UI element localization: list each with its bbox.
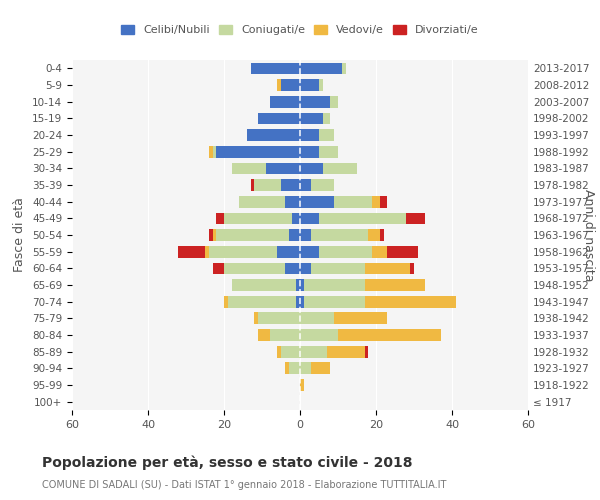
Bar: [212, 229, 217, 241]
Bar: [304, 279, 365, 291]
Bar: [365, 346, 368, 358]
Legend: Celibi/Nubili, Coniugati/e, Vedovi/e, Divorziati/e: Celibi/Nubili, Coniugati/e, Vedovi/e, Di…: [117, 20, 483, 40]
Text: COMUNE DI SADALI (SU) - Dati ISTAT 1° gennaio 2018 - Elaborazione TUTTITALIA.IT: COMUNE DI SADALI (SU) - Dati ISTAT 1° ge…: [42, 480, 446, 490]
Bar: [217, 146, 300, 158]
Bar: [334, 196, 372, 207]
Bar: [258, 112, 300, 124]
Bar: [269, 96, 300, 108]
Bar: [300, 346, 326, 358]
Bar: [334, 312, 388, 324]
Text: Popolazione per età, sesso e stato civile - 2018: Popolazione per età, sesso e stato civil…: [42, 455, 413, 469]
Bar: [300, 229, 311, 241]
Bar: [311, 179, 334, 191]
Bar: [251, 62, 300, 74]
Bar: [212, 146, 217, 158]
Bar: [269, 329, 300, 341]
Bar: [319, 79, 323, 91]
Bar: [281, 346, 300, 358]
Bar: [338, 329, 440, 341]
Bar: [217, 229, 289, 241]
Bar: [178, 246, 205, 258]
Bar: [209, 229, 212, 241]
Bar: [323, 162, 357, 174]
Bar: [319, 212, 406, 224]
Bar: [296, 279, 300, 291]
Bar: [323, 112, 331, 124]
Bar: [300, 262, 311, 274]
Bar: [300, 362, 311, 374]
Bar: [368, 229, 380, 241]
Bar: [281, 79, 300, 91]
Bar: [319, 129, 334, 141]
Bar: [326, 346, 365, 358]
Bar: [372, 196, 380, 207]
Bar: [380, 229, 383, 241]
Bar: [224, 212, 292, 224]
Bar: [258, 329, 269, 341]
Bar: [300, 212, 319, 224]
Bar: [365, 262, 410, 274]
Bar: [410, 262, 414, 274]
Bar: [380, 196, 388, 207]
Bar: [300, 379, 304, 391]
Bar: [266, 162, 300, 174]
Bar: [372, 246, 388, 258]
Bar: [300, 112, 323, 124]
Bar: [311, 229, 368, 241]
Bar: [285, 196, 300, 207]
Bar: [406, 212, 425, 224]
Bar: [300, 329, 338, 341]
Bar: [300, 146, 319, 158]
Bar: [300, 312, 334, 324]
Bar: [292, 212, 300, 224]
Bar: [289, 229, 300, 241]
Y-axis label: Fasce di età: Fasce di età: [13, 198, 26, 272]
Y-axis label: Anni di nascita: Anni di nascita: [582, 188, 595, 281]
Bar: [300, 62, 342, 74]
Bar: [277, 79, 281, 91]
Bar: [251, 179, 254, 191]
Bar: [239, 196, 285, 207]
Bar: [228, 296, 296, 308]
Bar: [224, 296, 228, 308]
Bar: [232, 279, 296, 291]
Bar: [311, 262, 365, 274]
Bar: [300, 79, 319, 91]
Bar: [205, 246, 209, 258]
Bar: [277, 246, 300, 258]
Bar: [285, 262, 300, 274]
Bar: [247, 129, 300, 141]
Bar: [296, 296, 300, 308]
Bar: [300, 162, 323, 174]
Bar: [388, 246, 418, 258]
Bar: [212, 262, 224, 274]
Bar: [300, 279, 304, 291]
Bar: [319, 246, 372, 258]
Bar: [300, 246, 319, 258]
Bar: [217, 212, 224, 224]
Bar: [285, 362, 289, 374]
Bar: [300, 179, 311, 191]
Bar: [304, 296, 365, 308]
Bar: [365, 279, 425, 291]
Bar: [311, 362, 331, 374]
Bar: [365, 296, 456, 308]
Bar: [300, 129, 319, 141]
Bar: [289, 362, 300, 374]
Bar: [342, 62, 346, 74]
Bar: [254, 312, 258, 324]
Bar: [331, 96, 338, 108]
Bar: [258, 312, 300, 324]
Bar: [300, 296, 304, 308]
Bar: [232, 162, 266, 174]
Bar: [281, 179, 300, 191]
Bar: [254, 179, 281, 191]
Bar: [319, 146, 338, 158]
Bar: [209, 246, 277, 258]
Bar: [277, 346, 281, 358]
Bar: [300, 96, 331, 108]
Bar: [209, 146, 212, 158]
Bar: [300, 196, 334, 207]
Bar: [224, 262, 285, 274]
